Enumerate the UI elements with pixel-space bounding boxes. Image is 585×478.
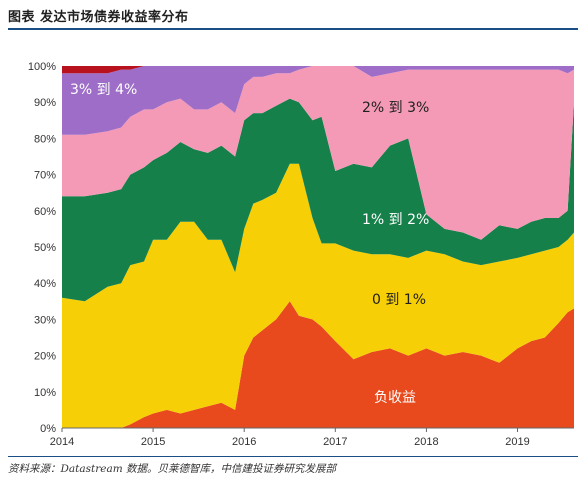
title-divider [8,28,578,30]
y-tick-label: 80% [34,133,56,145]
source-note: 资料来源：Datastream 数据。贝莱德智库，中信建投证券研究发展部 [8,463,337,475]
x-tick-label: 2014 [50,436,74,448]
label-1-to-2: 1% 到 2% [362,212,429,228]
area-series-3 [62,66,574,240]
label-2-to-3: 2% 到 3% [362,100,429,116]
x-tick-label: 2017 [323,436,347,448]
area-series-5 [62,66,574,74]
y-axis: 0% 10% 20% 30% 40% 50% 60% 70% 80% 90% 100% [28,61,56,435]
x-tick-label: 2019 [505,436,529,448]
area-layer [62,66,574,428]
stacked-area-chart: 0%10%20%30%40%50%60%70%80%90%100% 2014 20… [27,46,574,448]
area-series-1 [62,163,574,428]
y-tick-label: 0% [40,423,56,435]
area-series-2 [62,98,574,302]
area-label-layer: >4% 3% 到 4% 2% 到 3% 1% 到 2% 0 到 1% 负收益 [70,46,429,406]
y-tick-label: 100% [28,61,56,73]
x-tick-label: 2016 [232,436,256,448]
label-negative: 负收益 [374,390,416,406]
x-axis: 2014 2015 2016 2017 2018 2019 [50,427,574,448]
y-tick-label: 10% [34,387,56,399]
y-tick-label: 70% [34,170,56,182]
y-tick-label: 20% [34,351,56,363]
label-over-4: >4% [84,46,120,62]
y-tick-label: 60% [34,206,56,218]
y-tick-label: 50% [34,242,56,254]
figure-title: 图表 发达市场债券收益率分布 [8,10,189,25]
x-tick-label: 2018 [414,436,438,448]
y-tick-label: 30% [34,314,56,326]
label-3-to-4: 3% 到 4% [70,82,137,98]
label-0-to-1: 0 到 1% [372,292,426,308]
y-tick-label: 40% [34,278,56,290]
area-series-4 [62,66,574,135]
x-tick-label: 2015 [141,436,165,448]
y-tick-label: 90% [34,97,56,109]
area-series-0 [62,301,574,428]
source-divider [8,456,578,457]
